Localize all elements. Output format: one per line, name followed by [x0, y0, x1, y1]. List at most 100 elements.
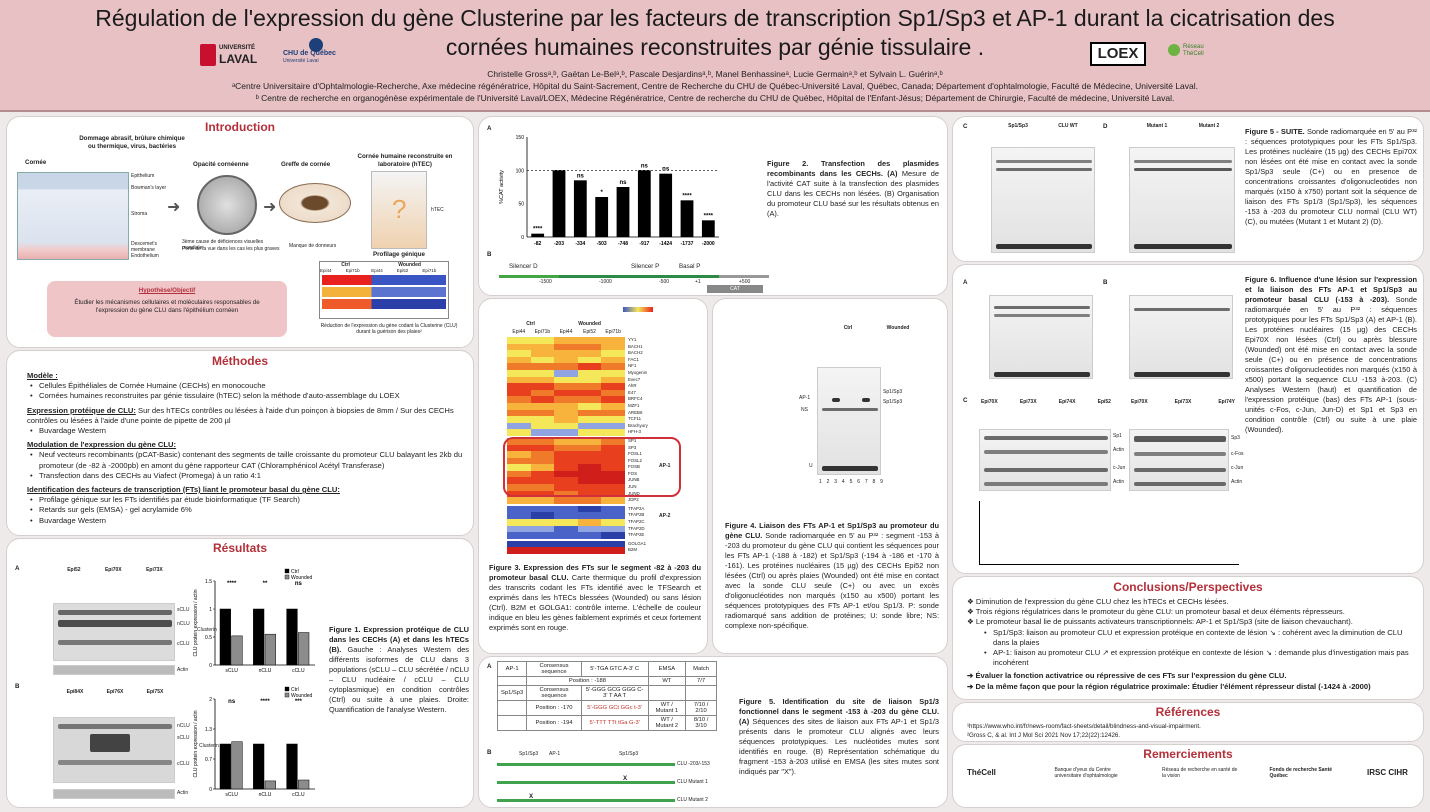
heatmap-cell: [530, 519, 555, 526]
y-axis-label: CLU protein expression / actin: [193, 589, 199, 656]
heatmap-row: [507, 444, 625, 452]
western-6C-left: [979, 429, 1111, 491]
heatmap-row: [507, 343, 625, 351]
heatmap-cell: [577, 356, 602, 364]
gene-label: JUN: [628, 484, 637, 490]
heatmap-cell: [601, 416, 625, 423]
legend-swatch: [284, 686, 290, 692]
heatmap-cell: [530, 505, 555, 513]
actin-blot-A: [53, 665, 175, 675]
gene-label: TFAP2B: [628, 512, 645, 518]
heatmap-cell: [530, 457, 555, 465]
heatmap-cell: [507, 383, 531, 390]
heatmap-cell: [530, 363, 555, 370]
authors-block: Christelle Grossᵃ,ᵇ, Gaëtan Le-Belᵃ,ᵇ, P…: [0, 68, 1430, 104]
y-axis-label: CLU protein expression / actin: [193, 710, 199, 777]
y-tick-label: 150: [516, 135, 525, 141]
heatmap-cell: [530, 451, 555, 458]
heatmap-cell: [554, 402, 578, 410]
mutation-x-icon: X: [623, 775, 628, 782]
profiling-heatmap: Ctrl Wounded Epi44 Epi71b Epi44 Epi52 Epi71b: [319, 261, 449, 319]
bar--503: [595, 197, 609, 237]
significance-label: ***: [295, 699, 303, 705]
significance-label: ns: [641, 163, 649, 169]
tf-heatmap: [507, 337, 625, 554]
heatmap-cell: [577, 437, 602, 445]
heatmap-cell: [601, 490, 625, 498]
heatmap-cell: [577, 484, 602, 491]
poster-title: Régulation de l'expression du gène Clust…: [30, 4, 1400, 62]
y-tick-label: 1.5: [205, 579, 212, 585]
heatmap-row: [507, 376, 625, 384]
laval-logo: UNIVERSITÉ LAVAL: [200, 44, 262, 68]
heatmap-cell: [601, 519, 625, 526]
significance-label: ns: [662, 167, 670, 173]
eye-bank-logo: Banque d'yeux du Centre universitaire d'…: [1054, 767, 1118, 779]
western-blot-A: [53, 603, 175, 661]
profiling-label: Profilage génique: [373, 251, 425, 258]
arrow-right-icon: ➜: [167, 199, 181, 216]
gene-label: MZF1: [628, 402, 640, 408]
heatmap-row: [507, 350, 625, 357]
intro-title: Introduction: [205, 120, 275, 134]
gene-label: JDP2: [628, 497, 639, 503]
sponsor-logos: ThéCell Banque d'yeux du Centre universi…: [967, 767, 1417, 779]
heatmap-row: [507, 383, 625, 390]
heatmap-cell: [577, 505, 602, 513]
construct-wt: [497, 763, 675, 766]
heatmap-cell: [507, 451, 531, 458]
heatmap-cell: [601, 409, 625, 417]
emsa-gel-fig4: [817, 367, 881, 475]
gene-label: E47: [628, 389, 636, 395]
heatmap-cell: [530, 383, 555, 390]
heatmap-cell: [601, 477, 625, 485]
significance-label: ns: [228, 699, 236, 705]
references-title: Références: [1155, 705, 1221, 719]
heatmap-cell: [577, 457, 602, 465]
heatmap-cell: [507, 363, 531, 370]
fig2-panel: A 0 50 100 150 %CAT activity -82 **** -203 -334 n…: [478, 116, 948, 296]
legend-label: Wounded: [291, 575, 313, 581]
mutation-x-icon-2: X: [529, 793, 534, 800]
heatmap-cell: [530, 337, 555, 344]
heatmap-cell: [507, 369, 531, 377]
irsc-logo: IRSC CIHR: [1367, 768, 1408, 777]
heatmap-cell: [507, 396, 531, 403]
heatmap-cell: [577, 540, 602, 548]
heatmap-cell: [530, 356, 555, 364]
gene-label: TFAP2C: [628, 519, 645, 525]
bar-wounded-nCLU: [264, 633, 276, 666]
bar-wounded-cCLU: [298, 779, 310, 790]
heatmap-row: [507, 540, 625, 548]
heatmap-cell: [530, 470, 555, 478]
gene-label: SP1: [628, 437, 637, 443]
heatmap-cell: [577, 519, 602, 526]
legend-swatch: [284, 568, 290, 574]
y-tick-label: 0.5: [205, 635, 212, 641]
damage-text: Dommage abrasif, brûlure chimique ou the…: [79, 135, 185, 150]
heatmap-cell: [601, 457, 625, 465]
heatmap-cell: [530, 376, 555, 384]
heatmap-cell: [554, 416, 578, 423]
heatmap-row: [507, 497, 625, 504]
heatmap-cell: [507, 547, 531, 554]
chu-logo: CHU de Québec Université Laval: [283, 38, 343, 68]
category-label: cCLU: [292, 668, 305, 674]
gene-label: B2M: [628, 547, 638, 553]
emsa-gel-6A: [989, 295, 1093, 379]
heatmap-cell: [601, 512, 625, 520]
heatmap-row: [507, 363, 625, 370]
heatmap-cell: [507, 477, 531, 485]
heatmap-cell: [530, 484, 555, 491]
category-label: -334: [575, 241, 585, 247]
significance-label: ns: [619, 180, 627, 186]
category-label: cCLU: [292, 792, 305, 798]
conclusions-panel: Conclusions/Perspectives ❖ Diminution de…: [952, 576, 1424, 700]
gene-label: Brachyury: [628, 422, 648, 428]
category-label: -1737: [681, 241, 694, 247]
heatmap-row: [507, 547, 625, 554]
legend-label: Ctrl: [291, 569, 299, 575]
gene-label: FAC1: [628, 356, 639, 362]
heatmap-cell: [530, 477, 555, 485]
